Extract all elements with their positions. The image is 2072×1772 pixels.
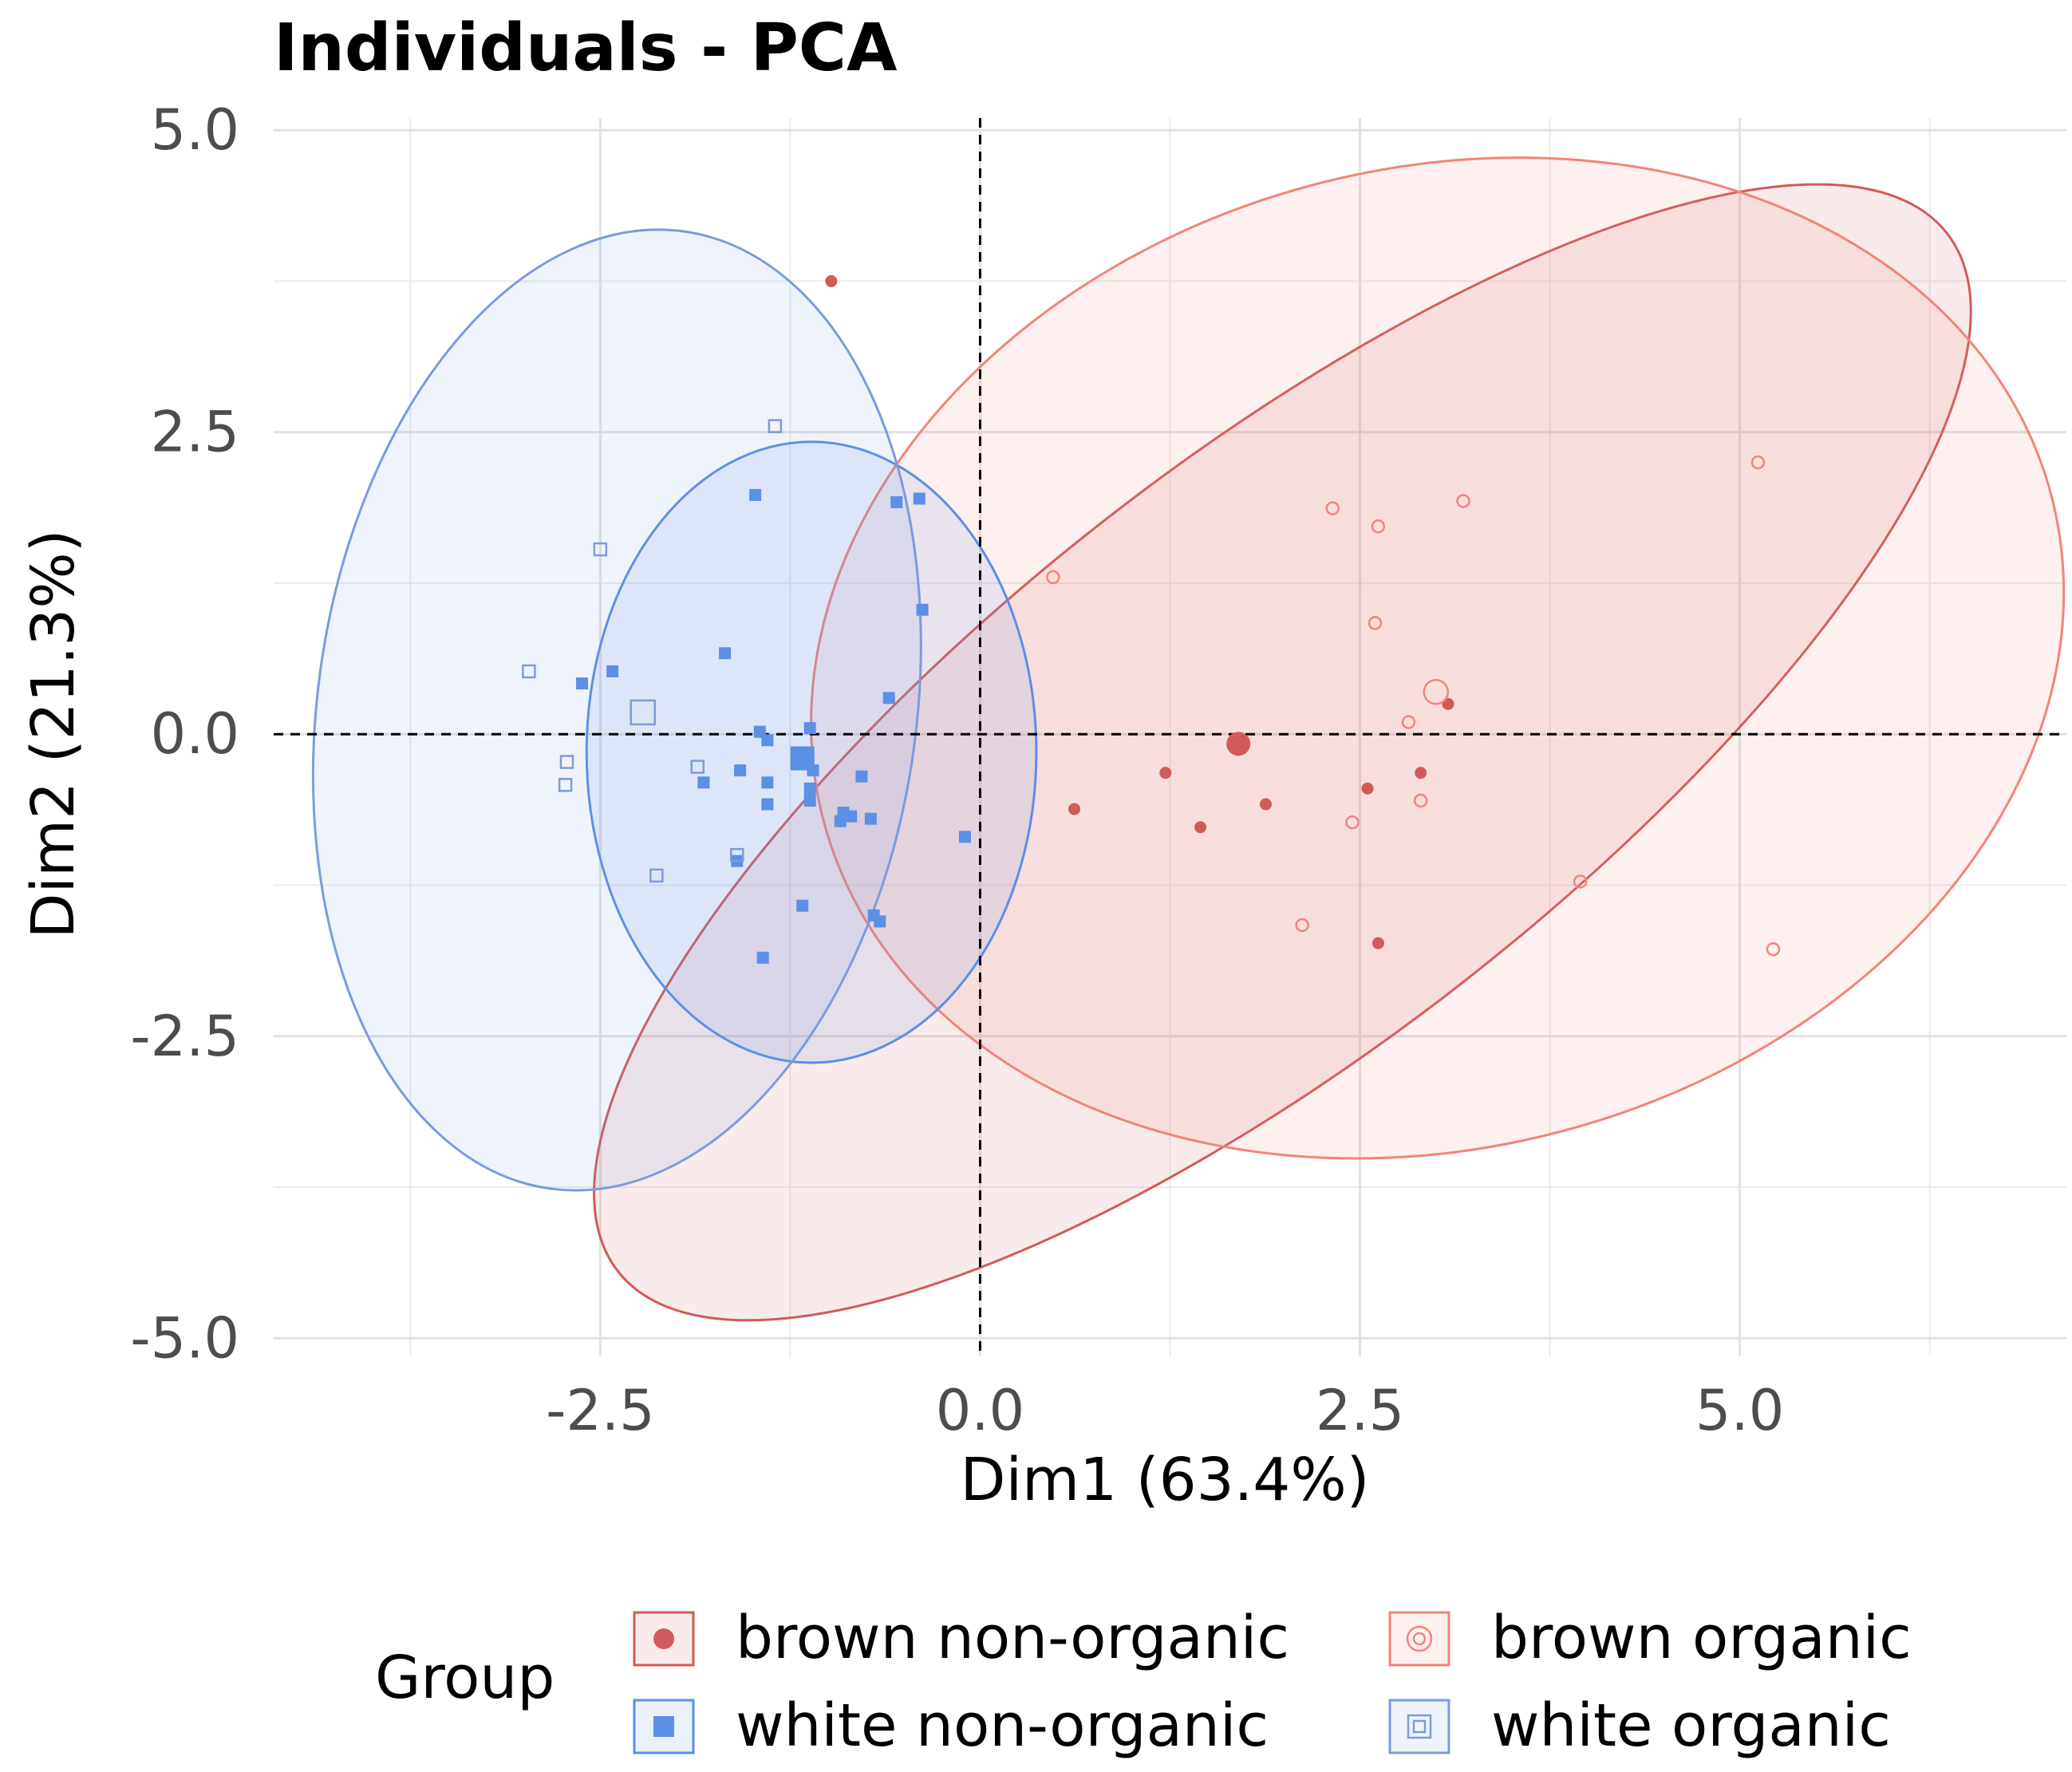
y-tick-label: -5.0 bbox=[130, 1305, 239, 1371]
point-white-non-organic bbox=[749, 488, 762, 501]
point-brown-organic bbox=[1371, 519, 1386, 534]
point-white-non-organic bbox=[803, 782, 816, 795]
point-brown-non-organic bbox=[1371, 937, 1384, 949]
point-white-non-organic bbox=[845, 810, 858, 823]
point-brown-non-organic bbox=[1159, 767, 1172, 779]
reference-lines bbox=[274, 118, 2066, 1356]
point-white-non-organic bbox=[734, 764, 747, 777]
point-brown-non-organic bbox=[1259, 798, 1272, 811]
legend-label-white-organic: white organic bbox=[1491, 1691, 1891, 1760]
point-brown-organic bbox=[1325, 501, 1340, 515]
ellipse-brown-organic bbox=[810, 156, 2066, 1160]
point-white-organic bbox=[522, 664, 536, 679]
point-white-non-organic bbox=[855, 770, 868, 783]
centroid-white-non-organic bbox=[790, 746, 815, 771]
point-white-non-organic bbox=[697, 776, 710, 789]
point-white-non-organic bbox=[803, 722, 816, 735]
point-brown-organic bbox=[1766, 941, 1781, 957]
point-brown-non-organic bbox=[1194, 821, 1207, 834]
point-brown-organic bbox=[1046, 570, 1060, 585]
point-brown-organic bbox=[1295, 918, 1309, 933]
point-white-organic bbox=[730, 847, 744, 862]
x-tick-label: -2.5 bbox=[546, 1378, 655, 1443]
point-white-non-organic bbox=[803, 794, 816, 807]
point-brown-organic bbox=[1413, 793, 1428, 808]
point-white-non-organic bbox=[761, 776, 774, 789]
y-tick-label: 2.5 bbox=[151, 400, 239, 465]
point-white-non-organic bbox=[890, 495, 903, 508]
point-white-organic bbox=[768, 419, 783, 433]
y-tick-label: 0.0 bbox=[151, 701, 239, 767]
point-brown-organic bbox=[1345, 815, 1360, 830]
legend-title: Group bbox=[375, 1644, 555, 1712]
legend-marker-white-organic bbox=[1407, 1714, 1432, 1739]
y-tick-label: 5.0 bbox=[151, 97, 239, 163]
legend-marker-brown-non-organic bbox=[653, 1628, 674, 1649]
data-points bbox=[522, 274, 1781, 964]
legend-key-brown-organic bbox=[1388, 1611, 1450, 1667]
point-white-organic bbox=[690, 760, 705, 774]
legend-marker-inner-brown-organic bbox=[1412, 1632, 1427, 1646]
point-brown-organic bbox=[1573, 874, 1588, 889]
axes: -2.5 0.0 2.5 5.0 -5.0 -2.5 0.0 2.5 5.0 bbox=[130, 97, 1784, 1443]
point-white-non-organic bbox=[882, 692, 895, 704]
centroid-brown-non-organic bbox=[1226, 732, 1251, 756]
y-axis-label: Dim2 (21.3%) bbox=[19, 529, 88, 938]
point-white-organic bbox=[558, 778, 573, 792]
point-white-non-organic bbox=[576, 677, 589, 690]
point-white-organic bbox=[559, 755, 574, 769]
point-white-non-organic bbox=[796, 899, 809, 912]
legend-marker-white-non-organic bbox=[653, 1716, 674, 1737]
point-white-non-organic bbox=[761, 798, 774, 811]
point-brown-non-organic bbox=[1415, 767, 1427, 779]
ellipse-white-organic bbox=[311, 228, 922, 1192]
point-white-non-organic bbox=[834, 815, 847, 827]
point-white-non-organic bbox=[874, 915, 886, 928]
point-white-non-organic bbox=[916, 603, 929, 616]
point-white-non-organic bbox=[756, 951, 769, 964]
centroid-brown-organic bbox=[1423, 678, 1449, 705]
point-brown-organic bbox=[1368, 616, 1383, 630]
confidence-ellipses bbox=[311, 156, 2066, 1322]
chart-title: Individuals - PCA bbox=[274, 10, 898, 86]
legend-marker-inner-white-organic bbox=[1412, 1719, 1427, 1734]
legend-marker-brown-organic bbox=[1406, 1625, 1433, 1652]
legend-key-white-organic bbox=[1388, 1699, 1450, 1754]
legend-label-white-non-organic: white non-organic bbox=[736, 1691, 1269, 1760]
point-white-organic bbox=[649, 868, 664, 883]
legend: Group brown non-organic brown organic whit… bbox=[375, 1604, 1912, 1760]
x-tick-label: 2.5 bbox=[1316, 1378, 1404, 1443]
point-brown-organic bbox=[1456, 494, 1470, 508]
point-brown-non-organic bbox=[1068, 803, 1081, 815]
point-white-non-organic bbox=[913, 492, 925, 505]
x-axis-label: Dim1 (63.4%) bbox=[960, 1446, 1369, 1514]
y-tick-label: -2.5 bbox=[130, 1004, 239, 1069]
centroid-white-organic bbox=[629, 699, 656, 726]
point-white-non-organic bbox=[719, 647, 732, 660]
ellipse-brown-non-organic bbox=[593, 183, 1972, 1322]
point-white-organic bbox=[593, 542, 608, 557]
point-brown-organic bbox=[1750, 455, 1766, 470]
point-white-non-organic bbox=[606, 665, 619, 677]
point-brown-organic bbox=[1401, 715, 1416, 729]
point-brown-non-organic bbox=[1361, 782, 1374, 795]
legend-label-brown-non-organic: brown non-organic bbox=[736, 1604, 1289, 1672]
point-white-non-organic bbox=[761, 734, 774, 747]
x-tick-label: 0.0 bbox=[936, 1378, 1024, 1443]
point-brown-non-organic bbox=[825, 274, 838, 287]
x-tick-label: 5.0 bbox=[1695, 1378, 1784, 1443]
point-white-non-organic bbox=[958, 831, 971, 843]
point-white-non-organic bbox=[864, 812, 877, 825]
legend-label-brown-organic: brown organic bbox=[1491, 1604, 1912, 1672]
